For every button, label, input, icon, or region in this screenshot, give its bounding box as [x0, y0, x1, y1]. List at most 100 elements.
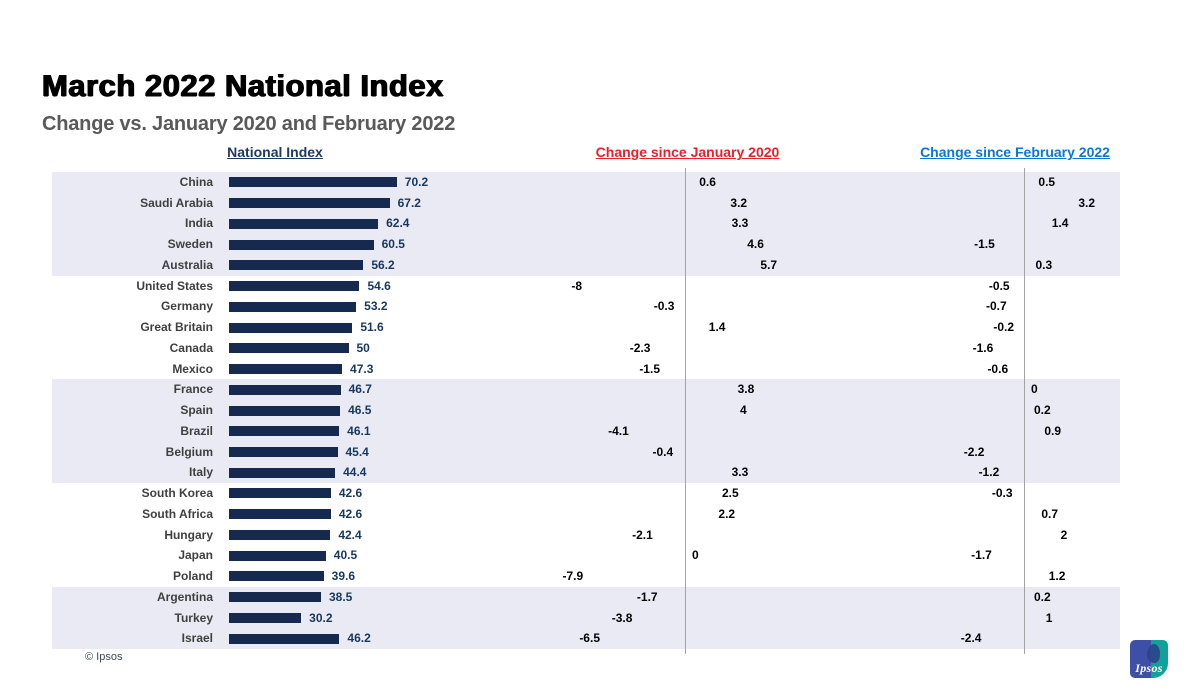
jan2020-value: 2.2: [718, 506, 736, 521]
jan2020-value: 3.2: [730, 195, 748, 210]
feb2022-bar: [1006, 468, 1024, 478]
national-index-value: 56.2: [371, 257, 395, 272]
national-index-value: 51.6: [360, 320, 384, 335]
country-label: Italy: [188, 465, 213, 480]
jan2020-value: -8: [571, 278, 582, 293]
feb2022-value: -2.2: [963, 444, 985, 459]
jan2020-value: -7.9: [562, 569, 584, 584]
feb2022-bar: [1024, 198, 1071, 208]
ipsos-logo: Ipsos: [1130, 640, 1168, 678]
country-label: Canada: [169, 340, 213, 355]
page-title: March 2022 National Index: [42, 68, 444, 103]
national-index-bar: [229, 571, 324, 582]
feb2022-bar: [988, 634, 1024, 644]
feb2022-bar: [1024, 406, 1027, 416]
jan2020-bar: [607, 634, 685, 644]
feb2022-value: -1.5: [974, 237, 995, 252]
column-header-change-since-january-2020: Change since January 2020: [595, 144, 780, 160]
feb2022-bar: [1024, 571, 1042, 581]
feb2022-value: 3.2: [1078, 195, 1096, 210]
feb2022-value: -0.2: [993, 320, 1015, 335]
national-index-bar: [229, 612, 302, 623]
jan2020-bar: [665, 592, 685, 602]
country-label: Hungary: [164, 527, 213, 542]
jan2020-value: 4: [740, 403, 747, 418]
jan2020-value: 1.4: [708, 320, 726, 335]
jan2020-value: 2.5: [722, 486, 739, 501]
jan2020-bar: [590, 571, 685, 581]
national-index-bar: [229, 426, 340, 437]
feb2022-value: 0.5: [1038, 175, 1056, 189]
feb2022-value: 1.4: [1051, 216, 1069, 231]
country-label: Japan: [178, 548, 213, 563]
national-index-value: 54.6: [367, 278, 391, 293]
jan2020-bar: [685, 260, 753, 270]
country-label: Mexico: [172, 361, 213, 376]
feb2022-value: -1.6: [972, 340, 994, 355]
national-index-bar: [229, 446, 338, 457]
national-index-bar: [229, 364, 343, 375]
feb2022-value: -0.5: [988, 278, 1010, 293]
national-index-value: 67.2: [397, 195, 421, 210]
country-label: Great Britain: [140, 320, 213, 335]
country-label: United States: [136, 278, 213, 293]
feb2022-bar: [1020, 488, 1024, 498]
copyright-note: © Ipsos: [85, 651, 123, 663]
country-label: China: [179, 175, 213, 189]
jan2020-value: 4.6: [747, 237, 764, 252]
jan2020-bar: [685, 219, 725, 229]
feb2022-value: -1.7: [971, 548, 992, 563]
jan2020-value: -4.1: [608, 423, 629, 438]
jan2020-value: -0.4: [652, 444, 674, 459]
jan2020-bar: [680, 447, 685, 457]
jan2020-bar: [685, 468, 725, 478]
jan2020-bar: [685, 177, 692, 187]
national-index-bar: [229, 592, 321, 603]
country-label: India: [184, 216, 213, 231]
national-index-value: 40.5: [333, 548, 358, 563]
feb2022-value: 0.9: [1044, 423, 1061, 438]
feb2022-bar: [999, 551, 1024, 561]
national-index-value: 70.2: [404, 175, 429, 189]
national-index-bar: [229, 467, 336, 478]
national-index-value: 47.3: [350, 361, 374, 376]
feb2022-bar: [1024, 530, 1054, 540]
national-index-bar: [229, 529, 331, 540]
country-label: France: [173, 382, 213, 397]
feb2022-bar: [1024, 613, 1039, 623]
feb2022-bar: [1000, 343, 1024, 353]
feb2022-value: 2: [1060, 527, 1068, 542]
national-index-value: 42.6: [338, 486, 363, 501]
feb2022-value: 1: [1045, 610, 1053, 625]
jan2020-bar: [657, 343, 685, 353]
country-label: Turkey: [174, 610, 213, 625]
country-label: Belgium: [165, 444, 213, 459]
national-index-bar: [229, 281, 360, 292]
national-index-bar: [229, 301, 357, 312]
national-index-bar: [229, 218, 379, 229]
national-index-value: 44.4: [343, 465, 367, 480]
feb2022-value: 0.7: [1041, 506, 1059, 521]
jan2020-bar: [685, 509, 711, 519]
jan2020-bar: [685, 198, 723, 208]
feb2022-bar: [1024, 592, 1027, 602]
feb2022-value: -2.4: [960, 631, 982, 646]
jan2020-bar: [685, 240, 740, 250]
country-label: South Africa: [142, 506, 213, 521]
feb2022-bar: [1024, 177, 1031, 187]
face-profile-icon: [1147, 644, 1160, 663]
national-index-bar: [229, 239, 374, 250]
jan2020-bar: [660, 530, 685, 540]
national-index-value: 42.4: [338, 527, 362, 542]
column-header-change-since-february-2022: Change since February 2022: [920, 144, 1110, 160]
feb2022-value: 0: [1031, 382, 1038, 397]
national-index-bar: [229, 633, 340, 644]
national-index-value: 53.2: [364, 299, 388, 314]
national-index-value: 46.2: [347, 631, 371, 646]
national-index-bar: [229, 405, 341, 416]
feb2022-value: 0.3: [1035, 257, 1053, 272]
national-index-value: 45.4: [345, 444, 369, 459]
feb2022-bar: [1021, 323, 1024, 333]
feb2022-bar: [1024, 219, 1045, 229]
